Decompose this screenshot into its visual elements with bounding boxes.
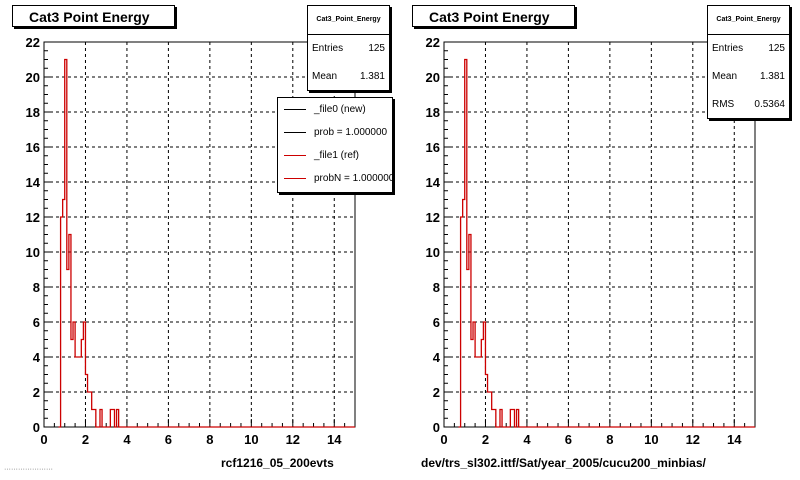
legend-label: _file0 (new) bbox=[314, 104, 366, 115]
stats-label: Mean bbox=[312, 71, 338, 82]
stats-row-entries: Entries 125 bbox=[308, 35, 389, 63]
legend-entry: probN = 1.000000 bbox=[278, 167, 392, 190]
y-tick-label: 16 bbox=[26, 140, 40, 155]
stats-row-mean: Mean 1.381 bbox=[308, 63, 389, 90]
stats-value: 1.381 bbox=[759, 71, 785, 82]
y-tick-label: 10 bbox=[26, 245, 40, 260]
legend: _file0 (new) prob = 1.000000 _file1 (ref… bbox=[277, 97, 393, 193]
x-tick-label: 4 bbox=[123, 432, 131, 447]
y-tick-label: 4 bbox=[33, 350, 41, 365]
y-tick-label: 2 bbox=[33, 385, 40, 400]
stats-label: Entries bbox=[712, 43, 744, 54]
legend-label: _file1 (ref) bbox=[314, 150, 360, 161]
stats-box: Cat3_Point_Energy Entries 125 Mean 1.381… bbox=[707, 5, 790, 119]
y-tick-label: 22 bbox=[426, 35, 440, 50]
y-tick-label: 20 bbox=[26, 70, 40, 85]
x-tick-label: 0 bbox=[40, 432, 47, 447]
y-tick-label: 8 bbox=[433, 280, 440, 295]
y-tick-label: 6 bbox=[433, 315, 440, 330]
stats-value: 0.5364 bbox=[754, 99, 785, 110]
y-tick-label: 2 bbox=[433, 385, 440, 400]
y-tick-label: 18 bbox=[26, 105, 40, 120]
x-tick-label: 2 bbox=[482, 432, 489, 447]
stats-value: 1.381 bbox=[359, 71, 385, 82]
legend-label: prob = 1.000000 bbox=[314, 127, 388, 138]
x-caption: rcf1216_05_200evts bbox=[221, 456, 334, 470]
legend-entry: prob = 1.000000 bbox=[278, 121, 392, 144]
histogram-series-line bbox=[58, 58, 355, 428]
x-tick-label: 0 bbox=[440, 432, 447, 447]
y-tick-label: 22 bbox=[26, 35, 40, 50]
histogram-series-line bbox=[458, 58, 755, 428]
legend-entry: _file0 (new) bbox=[278, 98, 392, 121]
y-tick-label: 12 bbox=[426, 210, 440, 225]
y-tick-label: 0 bbox=[433, 420, 440, 435]
y-tick-label: 12 bbox=[26, 210, 40, 225]
plot-title: Cat3 Point Energy bbox=[12, 5, 175, 27]
stats-name: Cat3_Point_Energy bbox=[308, 6, 389, 35]
x-tick-label: 4 bbox=[523, 432, 531, 447]
x-tick-label: 2 bbox=[82, 432, 89, 447]
x-tick-label: 10 bbox=[244, 432, 258, 447]
legend-line-swatch bbox=[284, 109, 306, 110]
y-tick-label: 14 bbox=[26, 175, 41, 190]
timestamp-stamp: ····················· bbox=[4, 466, 53, 473]
x-tick-label: 14 bbox=[727, 432, 742, 447]
y-tick-label: 8 bbox=[33, 280, 40, 295]
x-tick-label: 8 bbox=[206, 432, 213, 447]
x-tick-label: 12 bbox=[286, 432, 300, 447]
x-tick-label: 6 bbox=[565, 432, 572, 447]
y-tick-label: 20 bbox=[426, 70, 440, 85]
stats-label: Mean bbox=[712, 71, 738, 82]
legend-line-swatch bbox=[284, 178, 306, 179]
y-tick-label: 14 bbox=[426, 175, 441, 190]
histogram-plot-right: 0 2 4 6 8 10 12 14 0 2 4 6 8 10 12 14 16 18 20 22 bbox=[426, 35, 756, 447]
legend-line-swatch bbox=[284, 155, 306, 156]
y-tick-label: 10 bbox=[426, 245, 440, 260]
stats-label: RMS bbox=[712, 99, 735, 110]
plot-title: Cat3 Point Energy bbox=[412, 5, 575, 27]
stats-label: Entries bbox=[312, 43, 344, 54]
stats-name: Cat3_Point_Energy bbox=[708, 6, 789, 35]
stats-value: 125 bbox=[768, 43, 785, 54]
y-tick-label: 4 bbox=[433, 350, 441, 365]
stats-box: Cat3_Point_Energy Entries 125 Mean 1.381 bbox=[307, 5, 390, 91]
stats-row-rms: RMS 0.5364 bbox=[708, 91, 789, 118]
x-tick-label: 10 bbox=[644, 432, 658, 447]
plot-frame bbox=[443, 41, 756, 428]
x-tick-label: 12 bbox=[686, 432, 700, 447]
legend-label: probN = 1.000000 bbox=[314, 173, 393, 184]
x-tick-label: 8 bbox=[606, 432, 613, 447]
x-tick-label: 6 bbox=[165, 432, 172, 447]
x-tick-label: 14 bbox=[327, 432, 342, 447]
stats-row-entries: Entries 125 bbox=[708, 35, 789, 63]
legend-entry: _file1 (ref) bbox=[278, 144, 392, 167]
y-tick-label: 6 bbox=[33, 315, 40, 330]
legend-line-swatch bbox=[284, 132, 306, 133]
x-caption: dev/trs_sl302.ittf/Sat/year_2005/cucu200… bbox=[421, 456, 706, 470]
y-tick-label: 18 bbox=[426, 105, 440, 120]
y-tick-label: 0 bbox=[33, 420, 40, 435]
stats-value: 125 bbox=[368, 43, 385, 54]
y-tick-label: 16 bbox=[426, 140, 440, 155]
stats-row-mean: Mean 1.381 bbox=[708, 63, 789, 91]
